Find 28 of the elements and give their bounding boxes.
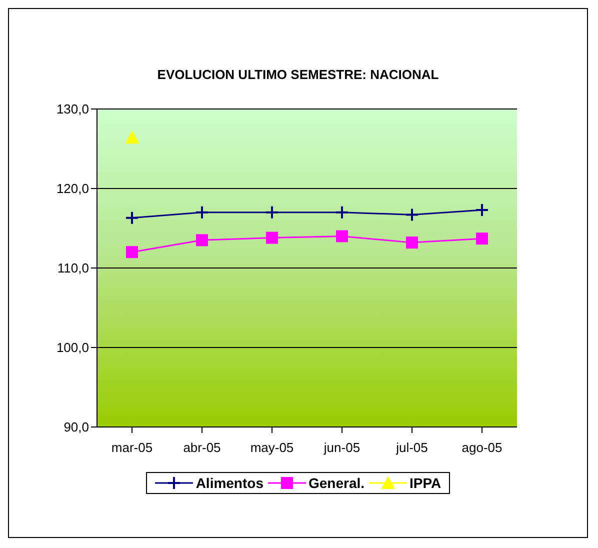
point [265, 205, 279, 220]
legend-label: IPPA [410, 475, 442, 491]
y-tick-label: 110,0 [57, 260, 89, 276]
chart-title: EVOLUCION ULTIMO SEMESTRE: NACIONAL [156, 67, 440, 84]
point [125, 210, 139, 225]
y-tick-label: 130,0 [56, 102, 89, 117]
point [336, 230, 348, 242]
x-tick-label: abr-05 [183, 440, 221, 456]
y-tick-label: 90,0 [64, 420, 89, 435]
point [476, 232, 488, 245]
legend-label: General. [308, 475, 365, 491]
point [126, 246, 138, 258]
x-tick-label: jul-05 [395, 440, 428, 456]
x-tick-label: may-05 [250, 440, 294, 456]
point [125, 130, 139, 144]
x-tick-label: ago-05 [462, 440, 502, 456]
point [266, 232, 278, 244]
legend-label: Alimentos [196, 475, 264, 491]
point [405, 208, 419, 222]
x-tick-label: jun-05 [322, 440, 360, 456]
x-tick-label: mar-05 [111, 440, 153, 456]
point [406, 236, 418, 249]
y-tick-label: 100,0 [56, 340, 89, 356]
point [196, 234, 208, 246]
y-tick-label: 120,0 [56, 181, 89, 196]
point [475, 202, 489, 217]
point [195, 205, 209, 220]
point [335, 205, 349, 220]
